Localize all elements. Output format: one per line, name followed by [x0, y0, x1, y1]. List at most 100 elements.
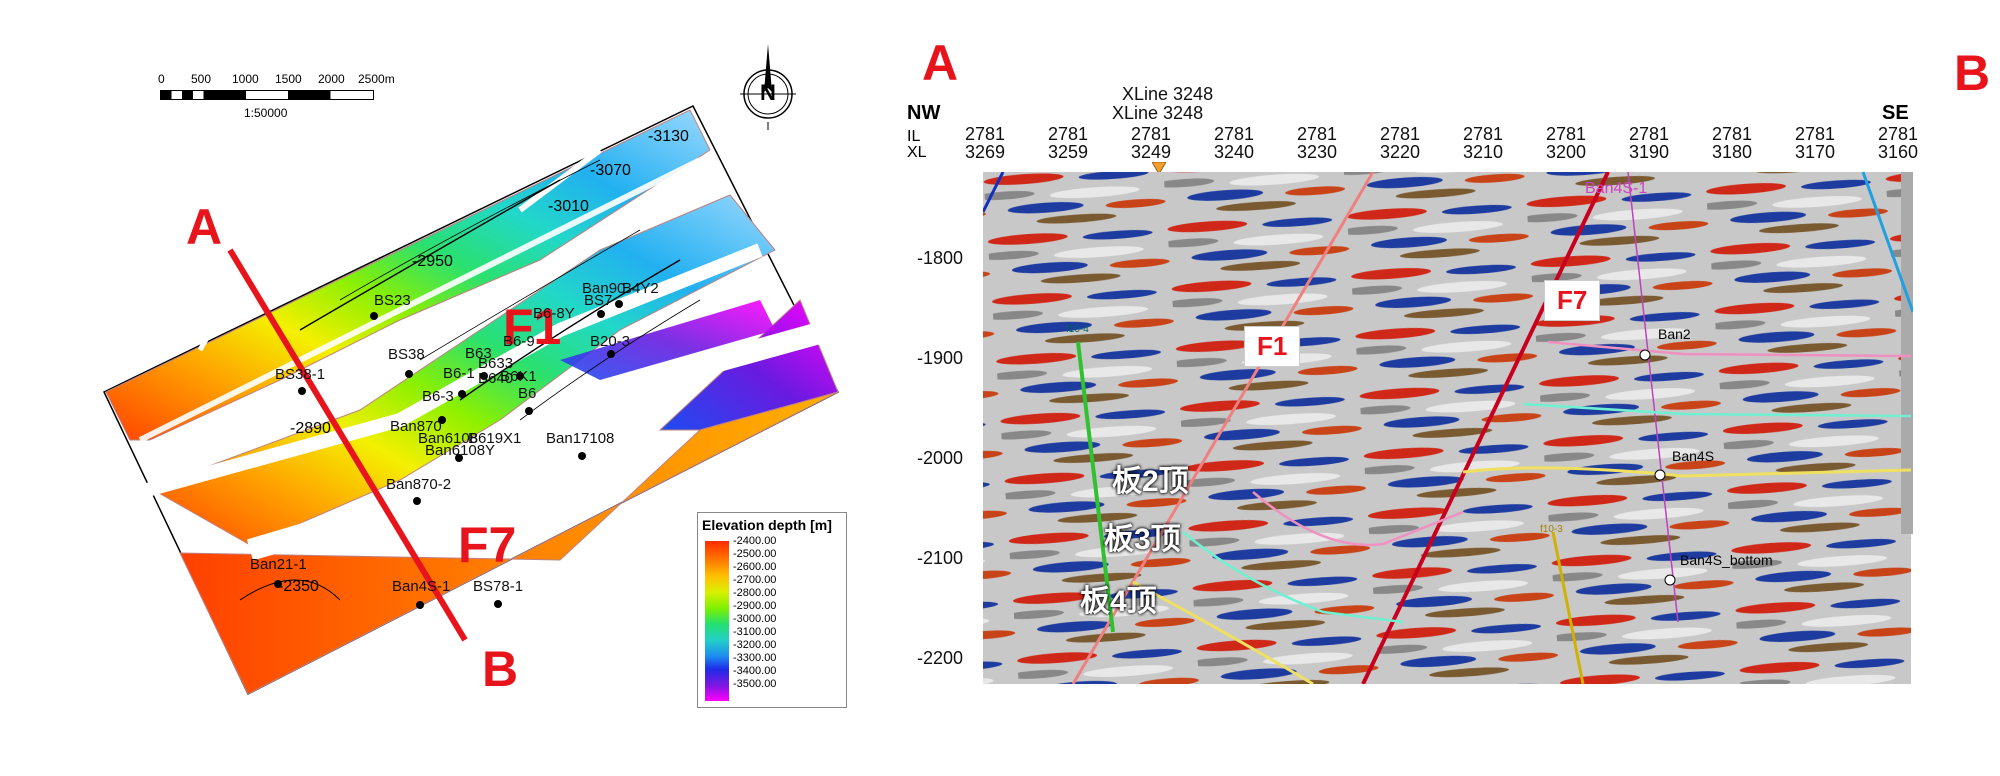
well-label: Ban6108: [418, 430, 479, 447]
well-dot: [578, 452, 586, 460]
xl-value: 3220: [1380, 142, 1421, 162]
fault-line-left-blue: [983, 172, 1005, 213]
well-label: B4Y2: [622, 280, 659, 297]
xl-value: 3259: [1048, 142, 1089, 162]
horizon-label-2: 板3顶: [1104, 523, 1181, 556]
well-ban4s-bottom-label: Ban4S_bottom: [1680, 552, 1773, 568]
well-label: B6-1: [443, 365, 475, 382]
contour-label: -2890: [290, 420, 331, 437]
map-section-end: B: [482, 641, 519, 697]
well-dot: [458, 390, 466, 398]
legend-tick: -2900.00: [733, 600, 777, 612]
well-dot: [525, 407, 533, 415]
structure-map-panel: 0 500 1000 1500 2000 2500m 1:50000 N: [0, 0, 880, 776]
il-value: 2781: [965, 124, 1006, 144]
well-marker-ban2: [1639, 349, 1651, 361]
legend-tick: -2500.00: [733, 548, 777, 560]
contour-label: -2350: [278, 578, 319, 595]
depth-tick: -2100: [917, 548, 964, 568]
map-fault-f7: F7: [458, 517, 517, 573]
xl-value: 3190: [1629, 142, 1670, 162]
section-line-ab: [227, 248, 468, 642]
il-value: 2781: [1878, 124, 1919, 144]
scale-tick-2500m: 2500m: [358, 72, 395, 86]
well-label: Ban21-1: [250, 556, 307, 573]
well-marker-ban4s-bottom: [1664, 574, 1676, 586]
xl-value: 3180: [1712, 142, 1753, 162]
il-value: 2781: [1463, 124, 1504, 144]
il-value: 2781: [1214, 124, 1255, 144]
well-path: [1627, 172, 1679, 623]
well-ban2-label: Ban2: [1658, 326, 1691, 342]
scale-tick-1500: 1500: [275, 72, 302, 86]
north-arrow-icon: [740, 44, 796, 130]
legend-tick: -3500.00: [733, 678, 777, 690]
fault-tag-left: f10-4: [1066, 324, 1089, 335]
well-dot: [494, 600, 502, 608]
fault-line-f7: [1361, 172, 1610, 684]
contour-label: -3070: [590, 162, 631, 179]
il-value: 2781: [1297, 124, 1338, 144]
section-fault-f7-label: F7: [1544, 280, 1601, 321]
depth-tick: -1800: [917, 248, 964, 268]
well-label: BS38-1: [275, 366, 326, 383]
xl-value: 3200: [1546, 142, 1587, 162]
well-ban4s-label: Ban4S: [1672, 448, 1715, 464]
well-label: B6-9: [503, 333, 535, 350]
well-dot: [607, 350, 615, 358]
fault-line-left-green: [1076, 341, 1115, 633]
legend-colorbar: [705, 541, 729, 701]
horizon-line-yellow-left: [1132, 580, 1314, 684]
horizon-line-cyan: [1522, 402, 1912, 418]
north-arrow: N: [738, 42, 798, 132]
scale-bar-graphic: [160, 90, 374, 100]
well-marker-ban4s: [1654, 469, 1666, 481]
fault-line-right-yellow: [1551, 531, 1585, 684]
legend-title: Elevation depth [m]: [702, 517, 832, 533]
well-dot: [274, 580, 282, 588]
contour-map: [103, 105, 840, 696]
well-dot: [480, 372, 488, 380]
well-label: BS7: [584, 292, 613, 309]
legend-tick: -3000.00: [733, 613, 777, 625]
scale-bar: 0 500 1000 1500 2000 2500m 1:50000: [158, 70, 395, 130]
well-dot: [615, 300, 623, 308]
fault-line-f1: [1071, 172, 1375, 684]
scale-tick-2000: 2000: [318, 72, 345, 86]
horizon-label-1: 板2顶: [1112, 465, 1189, 498]
il-value: 2781: [1712, 124, 1753, 144]
well-label: BS78-1: [473, 578, 524, 595]
well-dot: [597, 310, 605, 318]
well-label: BS23: [374, 292, 411, 309]
well-label: Ban870: [390, 418, 442, 435]
well-label: B633: [478, 355, 514, 372]
legend-tick: -3100.00: [733, 626, 777, 638]
well-dot: [413, 497, 421, 505]
fault-tag-right: f10-3: [1540, 524, 1563, 535]
seismic-section-panel: A B NW SE XLine 3248 XLine 3248 IL XL 27…: [880, 0, 2000, 776]
north-letter: N: [760, 80, 776, 105]
scale-tick-500: 500: [191, 72, 212, 86]
well-dot: [298, 387, 306, 395]
well-dot: [405, 370, 413, 378]
xl-value: 3210: [1463, 142, 1504, 162]
well-label: B20-3: [590, 333, 631, 350]
il-value: 2781: [1131, 124, 1172, 144]
legend-tick: -2600.00: [733, 561, 777, 573]
well-label: Ban870-2: [386, 476, 452, 493]
well-dot: [370, 312, 378, 320]
il-value: 2781: [1795, 124, 1836, 144]
map-section-start: A: [186, 199, 223, 255]
xl-value: 3240: [1214, 142, 1255, 162]
xline-label-2: XLine 3248: [1112, 103, 1204, 123]
xl-value: 3269: [965, 142, 1006, 162]
map-fault-f1: F1: [503, 299, 562, 355]
contour-label: -2950: [412, 253, 453, 270]
seismic-image: [983, 172, 1913, 684]
scale-ratio: 1:50000: [244, 106, 288, 120]
direction-se: SE: [1882, 102, 1909, 124]
well-label: Ban90: [582, 280, 626, 297]
well-label: Ban17108: [546, 430, 615, 447]
xl-value: 3170: [1795, 142, 1836, 162]
contour-label: -3130: [648, 128, 689, 145]
